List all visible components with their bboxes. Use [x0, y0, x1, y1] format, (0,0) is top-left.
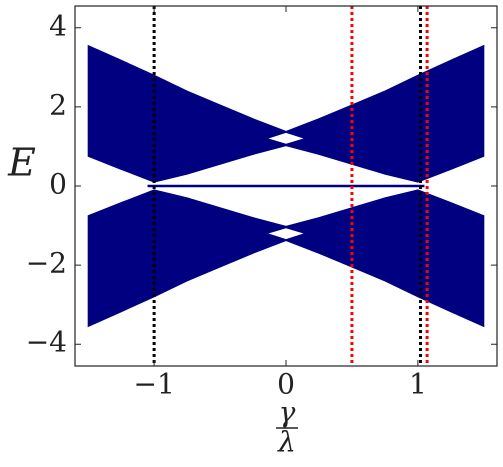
- y-axis-label: E: [7, 141, 36, 185]
- x-tick-label: 1: [409, 368, 427, 401]
- y-tick-label: −2: [26, 247, 67, 280]
- y-tick-label: 2: [49, 88, 67, 121]
- y-tick-label: 0: [49, 168, 67, 201]
- x-tick-label: 0: [277, 368, 295, 401]
- x-label-denominator: λ: [277, 426, 296, 459]
- band: [268, 228, 304, 240]
- band: [268, 132, 304, 144]
- band: [87, 189, 485, 328]
- band: [87, 44, 485, 183]
- x-label-numerator: γ: [279, 396, 296, 429]
- y-tick-label: −4: [26, 326, 67, 359]
- x-tick-label: −1: [133, 368, 174, 401]
- y-tick-label: 4: [49, 9, 67, 42]
